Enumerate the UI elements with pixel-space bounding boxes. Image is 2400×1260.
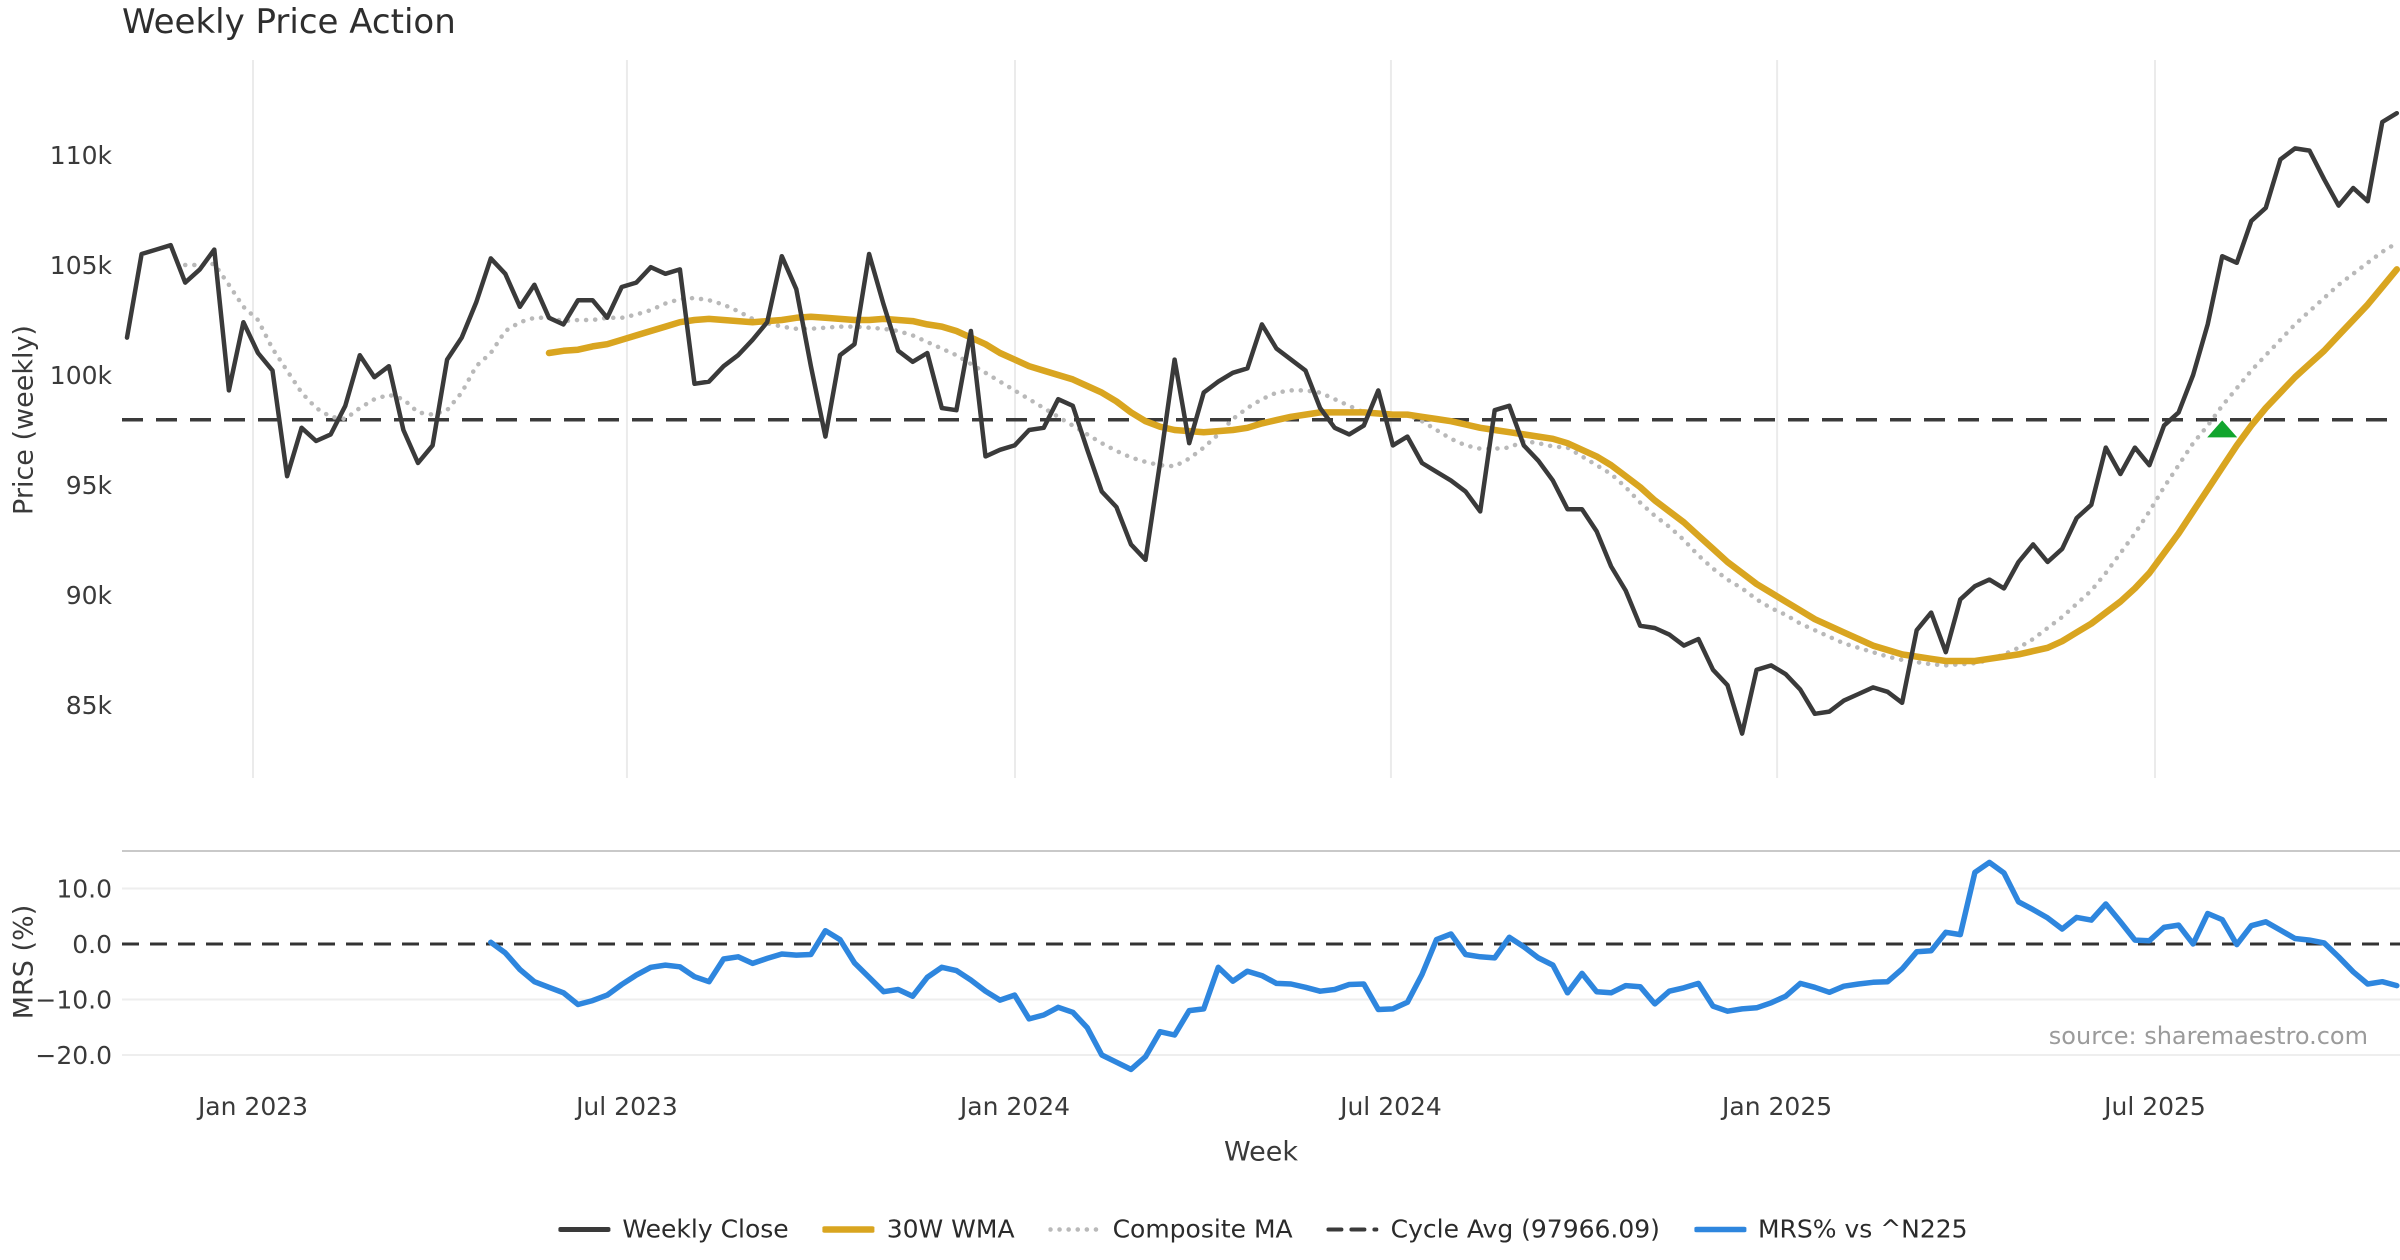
legend-item: Cycle Avg (97966.09) — [1326, 1214, 1660, 1244]
price-y-tick-label: 110k — [50, 141, 113, 170]
page-title: Weekly Price Action — [122, 2, 456, 42]
x-tick-label: Jul 2025 — [2102, 1092, 2206, 1121]
source-note: source: sharemaestro.com — [2048, 1022, 2368, 1050]
mrs-axis-title: MRS (%) — [8, 904, 40, 1020]
x-tick-label: Jan 2023 — [196, 1092, 308, 1121]
legend-swatch-dashed-line-icon — [1326, 1227, 1379, 1231]
legend-swatch-solid-line-icon — [1693, 1226, 1746, 1232]
mrs-y-tick-label: −10.0 — [35, 986, 112, 1015]
legend: Weekly Close 30W WMA Composite MA Cycle Avg… — [558, 1214, 1968, 1244]
legend-label: 30W WMA — [886, 1214, 1015, 1244]
price-y-tick-label: 90k — [66, 581, 113, 610]
legend-swatch-solid-line-icon — [558, 1226, 611, 1232]
x-tick-label: Jul 2024 — [1338, 1092, 1442, 1121]
series-mrs-vs-n225 — [488, 859, 2400, 1073]
x-tick-label: Jan 2025 — [1720, 1092, 1832, 1121]
legend-label: MRS% vs ^N225 — [1757, 1214, 1968, 1244]
legend-swatch-dotted-line-icon — [1048, 1226, 1101, 1232]
legend-label: Cycle Avg (97966.09) — [1390, 1214, 1660, 1244]
mrs-y-tick-label: 0.0 — [72, 930, 112, 959]
legend-item: 30W WMA — [822, 1214, 1015, 1244]
series-weekly-close — [124, 110, 2400, 736]
legend-item: Weekly Close — [558, 1214, 789, 1244]
legend-item: Composite MA — [1048, 1214, 1293, 1244]
price-y-tick-label: 85k — [66, 691, 113, 720]
legend-swatch-solid-line-icon — [822, 1225, 875, 1233]
price-y-tick-label: 105k — [50, 251, 113, 280]
mrs-y-tick-label: −20.0 — [35, 1041, 112, 1070]
x-tick-label: Jan 2024 — [958, 1092, 1070, 1121]
signal-triangle-up-marker — [2207, 420, 2238, 438]
legend-item: MRS% vs ^N225 — [1693, 1214, 1968, 1244]
legend-label: Composite MA — [1112, 1214, 1293, 1244]
price-axis-title: Price (weekly) — [8, 325, 40, 515]
mrs-y-tick-label: 10.0 — [56, 875, 112, 904]
x-tick-label: Jul 2023 — [574, 1092, 678, 1121]
week-axis-title: Week — [1224, 1136, 1298, 1168]
price-y-tick-label: 100k — [50, 361, 113, 390]
legend-label: Weekly Close — [622, 1214, 789, 1244]
price-y-tick-label: 95k — [66, 471, 113, 500]
series-composite-ma — [182, 240, 2400, 668]
series-30w-wma — [545, 266, 2400, 665]
